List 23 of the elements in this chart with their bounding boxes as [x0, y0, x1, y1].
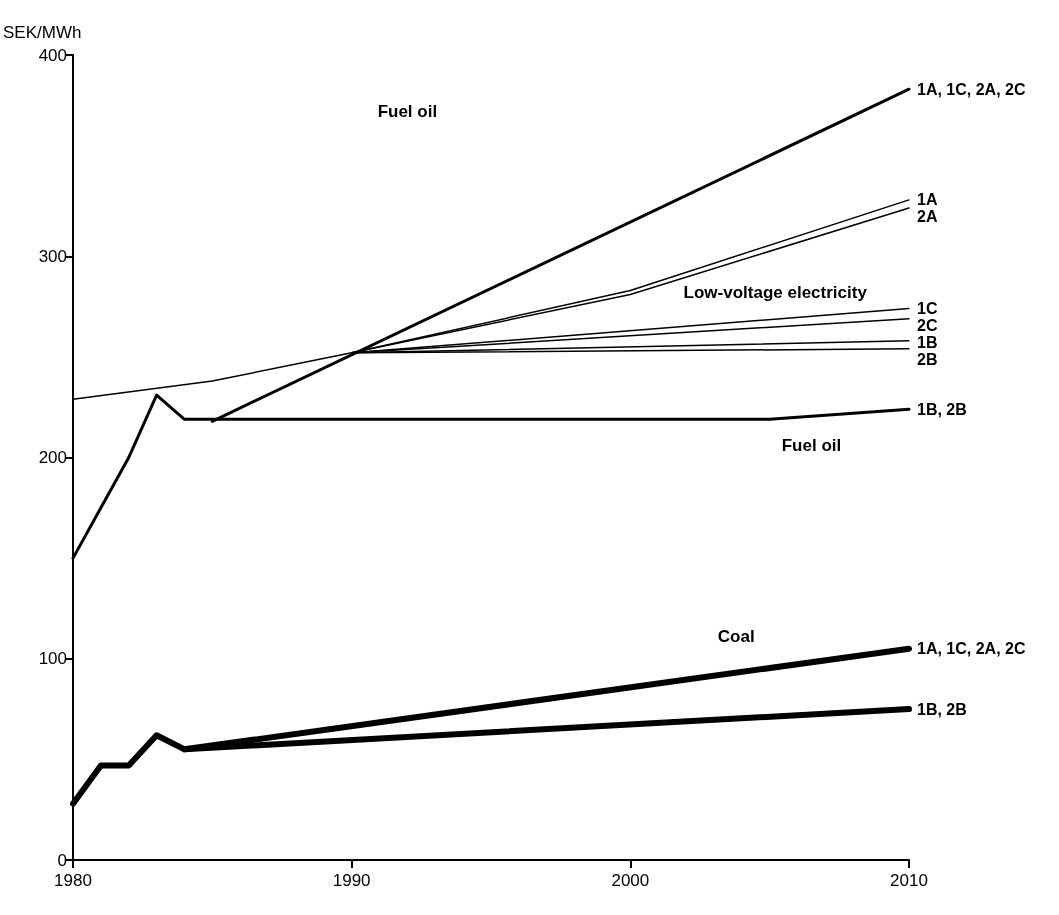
series-label: 1A, 1C, 2A, 2C: [917, 80, 1026, 98]
annotation: Coal: [717, 627, 755, 647]
series-label: 1A, 1C, 2A, 2C: [917, 640, 1026, 658]
y-tick-label: 400: [38, 45, 67, 65]
series-label: 1B: [917, 334, 938, 352]
series-label: 1B, 2B: [917, 700, 967, 718]
annotation: Low-voltage electricity: [683, 282, 868, 302]
series-label: 1C: [917, 300, 938, 318]
y-tick-label: 100: [38, 649, 67, 669]
y-tick-label: 200: [38, 448, 67, 467]
x-tick-label: 2010: [890, 871, 928, 890]
y-tick-label: 300: [38, 246, 67, 266]
annotation: Fuel oil: [377, 101, 438, 121]
series-label: 2A: [917, 208, 938, 226]
annotation: Fuel oil: [781, 435, 842, 455]
series-label: 1B, 2B: [917, 400, 967, 418]
x-tick-label: 2000: [611, 871, 650, 890]
x-tick-label: 1980: [54, 871, 92, 890]
series-label: 2C: [917, 317, 938, 335]
x-tick-label: 1990: [332, 871, 371, 890]
series-label: 2B: [917, 351, 938, 369]
y-axis-title: SEK/MWh: [3, 23, 82, 42]
series-label: 1A: [917, 191, 938, 209]
